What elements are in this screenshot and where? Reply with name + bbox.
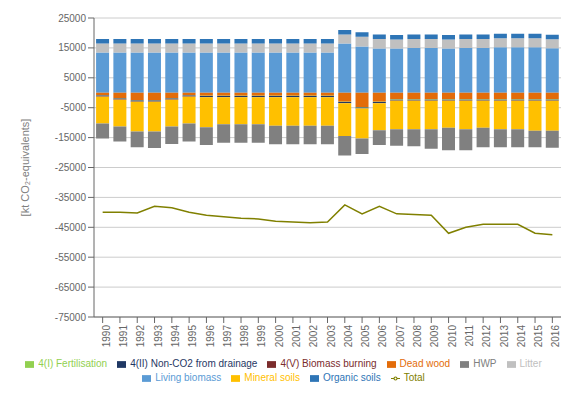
svg-text:-5000: -5000 — [60, 102, 86, 113]
svg-text:[kt CO₂-equivalents]: [kt CO₂-equivalents] — [19, 119, 31, 217]
svg-text:5000: 5000 — [64, 72, 87, 83]
svg-text:-75000: -75000 — [55, 312, 87, 323]
svg-text:1994: 1994 — [170, 325, 181, 348]
svg-text:2011: 2011 — [464, 325, 475, 347]
svg-text:1997: 1997 — [222, 325, 233, 348]
svg-text:2004: 2004 — [343, 325, 354, 348]
svg-text:1991: 1991 — [118, 325, 129, 348]
svg-text:2002: 2002 — [308, 325, 319, 348]
svg-text:1992: 1992 — [135, 325, 146, 348]
html-text:Litter: Litter — [519, 358, 542, 369]
svg-text:1995: 1995 — [187, 325, 198, 348]
svg-text:2012: 2012 — [481, 325, 492, 348]
svg-text:-45000: -45000 — [55, 222, 87, 233]
svg-text:-65000: -65000 — [55, 282, 87, 293]
html-text:Living biomass: Living biomass — [155, 372, 222, 383]
svg-text:2001: 2001 — [291, 325, 302, 348]
html-text:4(II) Non-CO2 from drainage: 4(II) Non-CO2 from drainage — [130, 358, 258, 369]
svg-text:1993: 1993 — [153, 325, 164, 348]
svg-text:2010: 2010 — [447, 325, 458, 348]
svg-text:2003: 2003 — [326, 325, 337, 348]
svg-text:2005: 2005 — [360, 325, 371, 348]
html-text:Total: Total — [403, 372, 425, 383]
svg-text:-55000: -55000 — [55, 252, 87, 263]
svg-text:2007: 2007 — [395, 325, 406, 348]
svg-text:1990: 1990 — [101, 325, 112, 348]
svg-text:1996: 1996 — [205, 325, 216, 348]
svg-text:15000: 15000 — [58, 42, 86, 53]
html-text:Mineral soils: Mineral soils — [244, 372, 300, 383]
html-text:HWP: HWP — [473, 358, 497, 369]
svg-text:25000: 25000 — [58, 13, 86, 24]
svg-text:1999: 1999 — [256, 325, 267, 348]
svg-text:1998: 1998 — [239, 325, 250, 348]
html-text:4(V) Biomass burning: 4(V) Biomass burning — [280, 358, 377, 369]
svg-text:2016: 2016 — [550, 325, 561, 348]
svg-text:2006: 2006 — [377, 325, 388, 348]
html-text:Dead wood: Dead wood — [399, 358, 451, 369]
svg-text:2008: 2008 — [412, 325, 423, 348]
svg-text:-35000: -35000 — [55, 192, 87, 203]
svg-text:2000: 2000 — [274, 325, 285, 348]
html-text:Organic soils: Organic soils — [322, 372, 381, 383]
svg-text:2009: 2009 — [429, 325, 440, 348]
svg-text:2015: 2015 — [533, 325, 544, 348]
svg-text:-15000: -15000 — [55, 132, 87, 143]
html-text:4(I) Fertilisation: 4(I) Fertilisation — [38, 358, 108, 369]
svg-text:2014: 2014 — [516, 325, 527, 348]
svg-text:-25000: -25000 — [55, 162, 87, 173]
svg-text:2013: 2013 — [499, 325, 510, 348]
